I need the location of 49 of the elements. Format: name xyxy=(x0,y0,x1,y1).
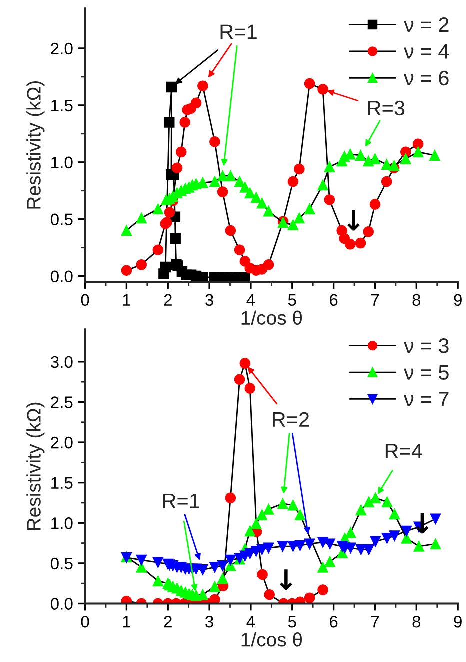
y-tick-label: 2.0 xyxy=(51,42,73,55)
x-tick-label: 7 xyxy=(371,294,380,306)
annotation: R=3 xyxy=(368,100,405,116)
legend-label: ν = 3 xyxy=(404,338,449,354)
y-tick-label: 1.0 xyxy=(52,156,73,169)
x-tick-label: 0 xyxy=(81,616,90,628)
x-tick-label: 8 xyxy=(412,616,421,628)
x-axis-title: 1/cos θ xyxy=(242,632,302,647)
x-tick-label: 6 xyxy=(330,294,338,306)
y-axis-title: Resistivity (kΩ) xyxy=(26,402,45,530)
annotation: ↓ xyxy=(280,570,292,590)
annotation: R=1 xyxy=(163,494,200,508)
x-tick-label: 4 xyxy=(246,616,256,628)
legend-label: ν = 7 xyxy=(404,392,449,407)
x-tick-label: 2 xyxy=(164,616,172,628)
annotation: R=2 xyxy=(273,412,310,427)
y-tick-label: 0.0 xyxy=(50,598,73,610)
x-tick-label: 9 xyxy=(454,294,462,306)
y-tick-label: 0.5 xyxy=(50,214,73,226)
x-tick-label: 1 xyxy=(123,616,131,628)
y-tick-label: 3.0 xyxy=(50,356,73,368)
legend-label: ν = 4 xyxy=(404,44,450,59)
legend-label: ν = 5 xyxy=(404,365,449,380)
x-axis-title: 1/cos θ xyxy=(242,310,302,326)
x-tick-label: 8 xyxy=(412,294,421,306)
x-tick-label: 5 xyxy=(288,616,296,628)
annotation: R=1 xyxy=(220,24,257,40)
y-tick-label: 0.5 xyxy=(50,558,73,570)
y-tick-label: 1.5 xyxy=(52,100,73,112)
x-tick-label: 6 xyxy=(330,616,338,628)
annotation: R=4 xyxy=(386,444,422,458)
x-tick-label: 2 xyxy=(164,294,172,306)
x-tick-label: 7 xyxy=(371,616,380,628)
legend-label: ν = 6 xyxy=(404,70,449,86)
x-tick-label: 9 xyxy=(454,616,462,628)
x-tick-label: 1 xyxy=(123,294,131,306)
y-tick-label: 0.0 xyxy=(50,270,73,283)
x-tick-label: 4 xyxy=(246,294,256,306)
legend-label: ν = 2 xyxy=(404,17,449,32)
x-tick-label: 0 xyxy=(81,294,90,306)
y-tick-label: 1.0 xyxy=(52,518,73,530)
x-tick-label: 3 xyxy=(206,616,214,628)
annotation: ↓ xyxy=(347,210,360,231)
x-tick-label: 5 xyxy=(288,294,296,306)
x-tick-label: 3 xyxy=(206,294,214,306)
y-tick-label: 2.0 xyxy=(51,436,73,449)
y-axis-title: Resistivity (kΩ) xyxy=(26,81,45,209)
y-tick-label: 1.5 xyxy=(52,477,73,490)
y-tick-label: 2.5 xyxy=(51,396,73,408)
